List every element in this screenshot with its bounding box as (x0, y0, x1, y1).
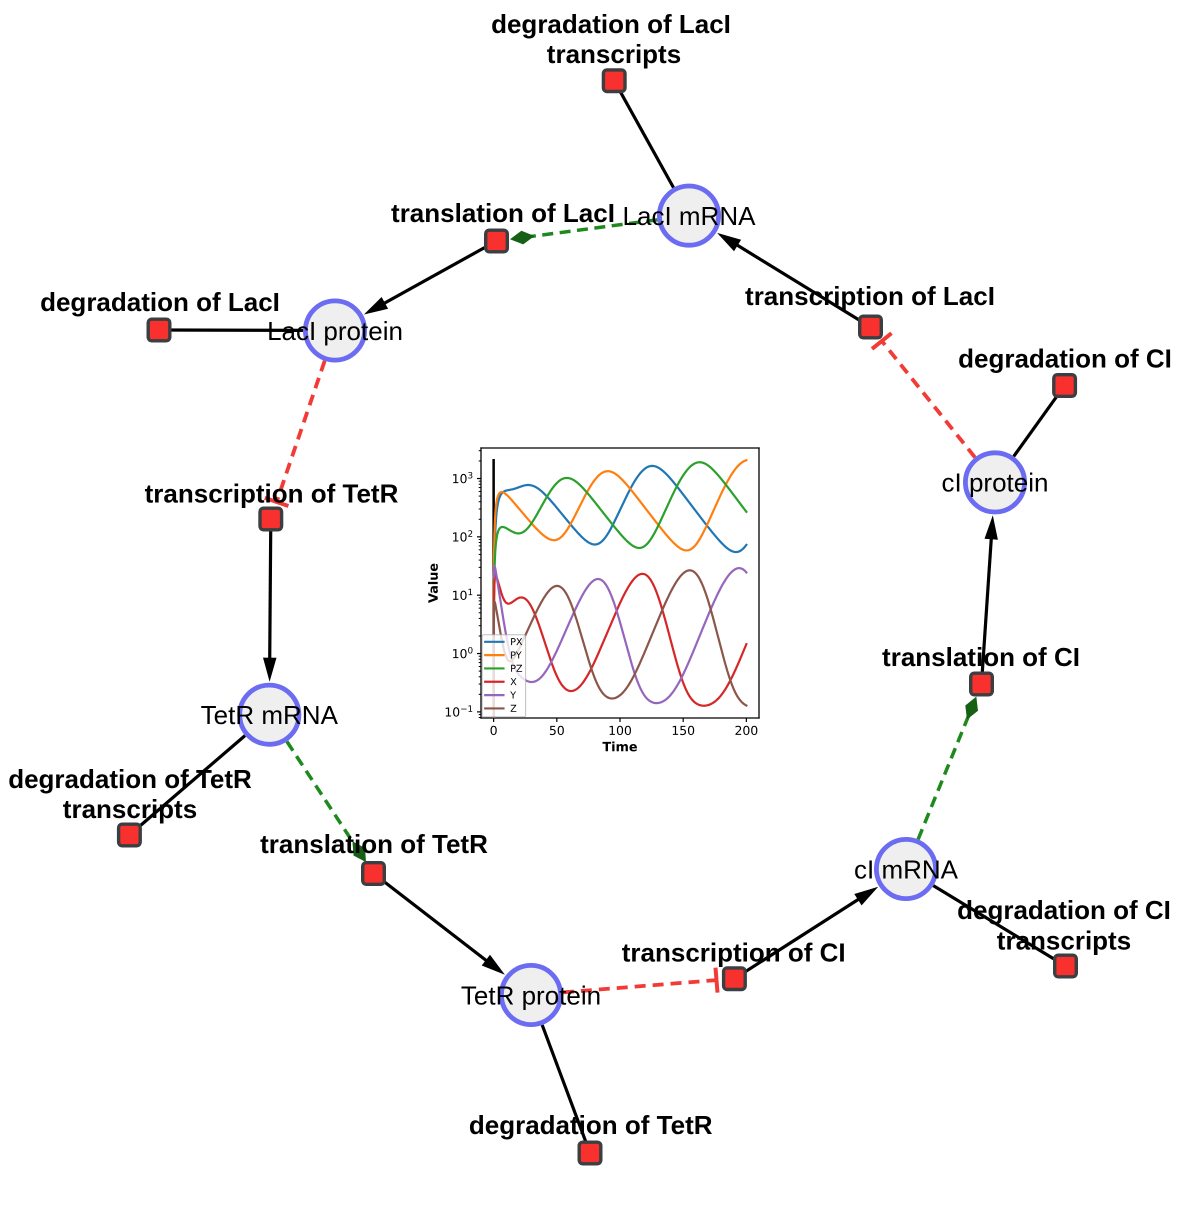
svg-text:transcripts: transcripts (997, 926, 1131, 956)
svg-text:cI mRNA: cI mRNA (854, 854, 959, 884)
svg-text:translation of CI: translation of CI (882, 642, 1080, 672)
svg-text:transcripts: transcripts (547, 39, 681, 69)
svg-text:degradation of TetR: degradation of TetR (8, 764, 252, 794)
svg-text:translation of LacI: translation of LacI (391, 198, 615, 228)
svg-text:transcripts: transcripts (63, 794, 197, 824)
svg-text:degradation of LacI: degradation of LacI (40, 287, 280, 317)
svg-text:transcription of CI: transcription of CI (622, 938, 846, 968)
svg-text:TetR protein: TetR protein (461, 980, 601, 1010)
svg-text:transcription of LacI: transcription of LacI (745, 281, 995, 311)
svg-text:cI protein: cI protein (942, 468, 1049, 498)
svg-text:transcription of TetR: transcription of TetR (145, 479, 399, 509)
svg-text:degradation of CI: degradation of CI (957, 895, 1171, 925)
svg-text:TetR mRNA: TetR mRNA (201, 700, 339, 730)
svg-text:degradation of LacI: degradation of LacI (491, 9, 731, 39)
svg-text:LacI protein: LacI protein (267, 316, 403, 346)
svg-text:degradation of CI: degradation of CI (958, 344, 1172, 374)
svg-text:LacI mRNA: LacI mRNA (623, 201, 757, 231)
svg-text:degradation of TetR: degradation of TetR (469, 1110, 713, 1140)
svg-text:translation of TetR: translation of TetR (260, 829, 488, 859)
